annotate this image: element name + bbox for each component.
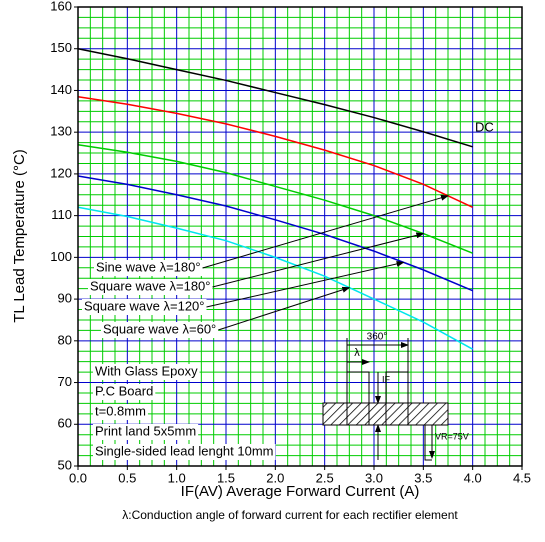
- note-background: [93, 364, 200, 380]
- note: t=0.8mm: [95, 403, 146, 418]
- diagram-label: 360°: [367, 332, 388, 343]
- label-background: [94, 260, 203, 276]
- diagram-label: IF: [382, 374, 391, 384]
- note: Print land 5x5mm: [95, 423, 196, 438]
- annotation-arrow: [212, 232, 425, 288]
- series-line: [77, 143, 473, 254]
- label-background: [101, 322, 219, 338]
- x-tick-label: 1.0: [168, 470, 186, 485]
- y-tick-label: 130: [50, 124, 72, 139]
- y-tick-label: 120: [50, 165, 72, 180]
- series-line: [77, 175, 473, 292]
- note-background: [93, 424, 199, 440]
- annotation-arrow: [218, 286, 351, 331]
- series-label: DC: [475, 119, 494, 134]
- x-tick-label: 0.5: [118, 470, 136, 485]
- y-tick-label: 50: [58, 457, 72, 472]
- series-line: [77, 47, 473, 148]
- y-tick-label: 150: [50, 40, 72, 55]
- label-background: [88, 279, 213, 295]
- diagram-label: VR=75V: [435, 431, 469, 441]
- x-tick-label: 0.0: [69, 470, 87, 485]
- series-label: Sine wave λ=180°: [96, 259, 201, 274]
- y-tick-label: 140: [50, 82, 72, 97]
- label-background: [82, 299, 207, 315]
- note: Single-sided lead lenght 10mm: [95, 443, 274, 458]
- diagram-label: λ: [354, 347, 360, 359]
- y-tick-label: 100: [50, 249, 72, 264]
- x-axis-label: IF(AV) Average Forward Current (A): [181, 483, 420, 500]
- series-label: Square wave λ=120°: [84, 298, 204, 313]
- y-axis-label: TL Lead Temperature (°C): [11, 149, 28, 323]
- series-line: [77, 95, 473, 208]
- x-tick-label: 1.5: [217, 470, 235, 485]
- x-tick-label: 3.0: [365, 470, 383, 485]
- series-label: Square wave λ=60°: [103, 321, 216, 336]
- x-tick-label: 4.0: [464, 470, 482, 485]
- y-tick-label: 70: [58, 374, 72, 389]
- note-background: [93, 444, 276, 460]
- x-tick-label: 2.5: [316, 470, 334, 485]
- note: With Glass Epoxy: [95, 363, 198, 378]
- series-label: Square wave λ=180°: [90, 278, 210, 293]
- circuit-diagram: 360° λ IF VR=75V: [322, 332, 469, 461]
- y-tick-label: 60: [58, 416, 72, 431]
- x-tick-label: 3.5: [414, 470, 432, 485]
- y-tick-label: 90: [58, 291, 72, 306]
- annotation-arrow: [202, 194, 449, 269]
- note-background: [93, 384, 156, 400]
- note-background: [93, 404, 148, 420]
- x-tick-label: 4.5: [513, 470, 531, 485]
- y-tick-label: 80: [58, 332, 72, 347]
- y-tick-label: 110: [51, 207, 72, 222]
- y-tick-label: 160: [50, 0, 72, 13]
- annotation-arrow: [206, 260, 405, 308]
- series-line: [77, 206, 474, 350]
- x-tick-label: 2.0: [266, 470, 284, 485]
- plot-frame: [77, 6, 523, 467]
- footnote: λ:Conduction angle of forward current fo…: [122, 508, 458, 522]
- note: P.C Board: [95, 383, 153, 398]
